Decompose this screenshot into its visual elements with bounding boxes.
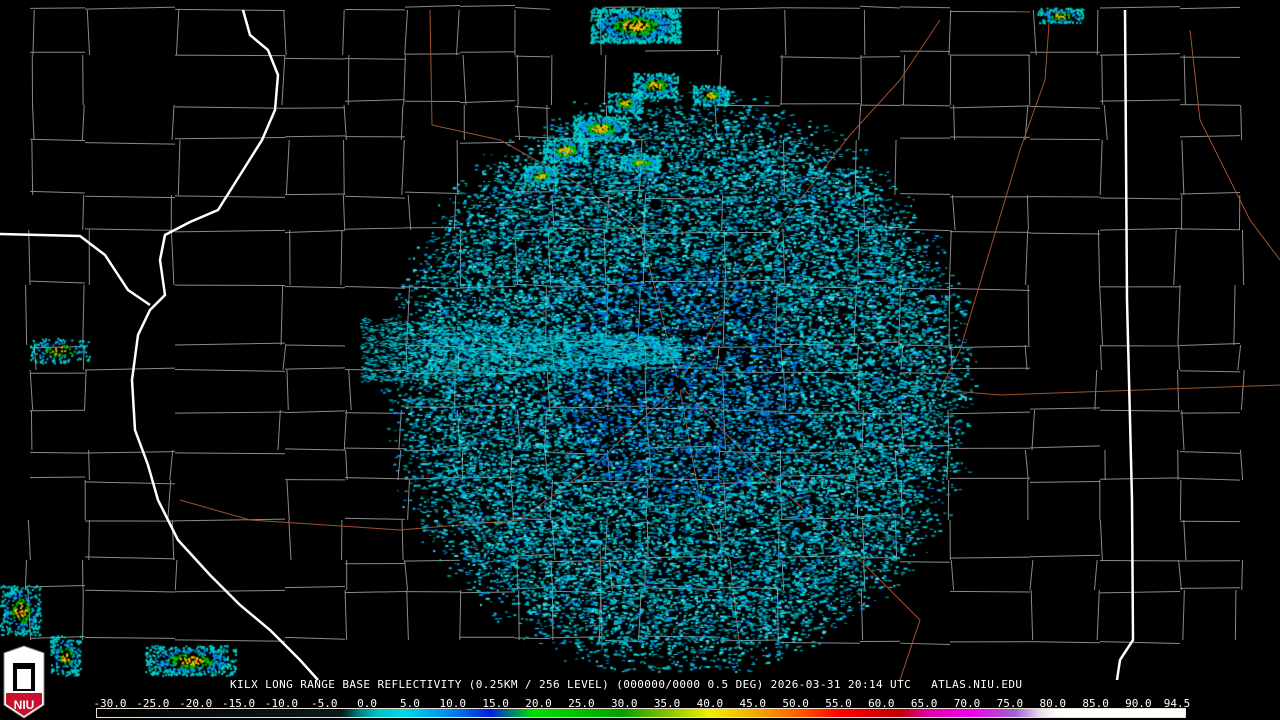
colorbar-tick-label: 50.0 xyxy=(782,697,809,710)
source-site: ATLAS.NIU.EDU xyxy=(931,678,1023,691)
colorbar-tick-label: 60.0 xyxy=(868,697,895,710)
svg-text:NIU: NIU xyxy=(14,698,35,712)
colorbar-tick-label: 15.0 xyxy=(482,697,509,710)
colorbar-tick-label: 90.0 xyxy=(1125,697,1152,710)
colorbar-tick-label: 65.0 xyxy=(910,697,938,710)
colorbar-tick-label: 70.0 xyxy=(953,697,981,710)
resolution: (0.25KM / 256 LEVEL) xyxy=(468,678,610,691)
colorbar-tick-label: -30.0 xyxy=(93,697,127,710)
colorbar-tick-label: 85.0 xyxy=(1082,697,1109,710)
scan-time: 20:14 UTC xyxy=(847,678,912,691)
colorbar-tick-label: 35.0 xyxy=(653,697,681,710)
colorbar-tick-label: -5.0 xyxy=(311,697,338,710)
colorbar-tick-label: -25.0 xyxy=(136,697,170,710)
colorbar-tick-label: 0.0 xyxy=(357,697,378,710)
colorbar-tick-label: -15.0 xyxy=(221,697,256,710)
colorbar-tick-label: 80.0 xyxy=(1039,697,1066,710)
station-id: KILX xyxy=(230,678,259,691)
colorbar-labels: -30.0 -25.0 -20.0 -15.0 -10.0 -5.0 0.0 5.0 10.0 1… xyxy=(0,697,1280,710)
colorbar-tick-label: -10.0 xyxy=(264,697,298,710)
colorbar xyxy=(96,708,1186,718)
colorbar-tick-label: 45.0 xyxy=(739,697,767,710)
colorbar-tick-label: 5.0 xyxy=(400,697,420,710)
product-title: LONG RANGE BASE REFLECTIVITY xyxy=(265,678,462,691)
colorbar-tick-label: 30.0 xyxy=(610,697,638,710)
colorbar-tick-label: 10.0 xyxy=(439,697,467,710)
colorbar-tick-label: -20.0 xyxy=(179,697,213,710)
colorbar-tick-label: 94.5 xyxy=(1163,697,1191,710)
scan-info: (000000/0000 0.5 DEG) xyxy=(616,678,764,691)
colorbar-tick-label: 75.0 xyxy=(996,697,1024,710)
colorbar-tick-label: 55.0 xyxy=(825,697,852,710)
niu-logo: NIU xyxy=(3,645,45,719)
colorbar-tick-label: 40.0 xyxy=(696,697,724,710)
scan-date: 2026-03-31 xyxy=(770,678,841,691)
product-caption: KILX LONG RANGE BASE REFLECTIVITY (0.25KM … xyxy=(230,678,1029,691)
colorbar-tick-label: 25.0 xyxy=(568,697,595,710)
colorbar-tick-label: 20.0 xyxy=(525,697,552,710)
